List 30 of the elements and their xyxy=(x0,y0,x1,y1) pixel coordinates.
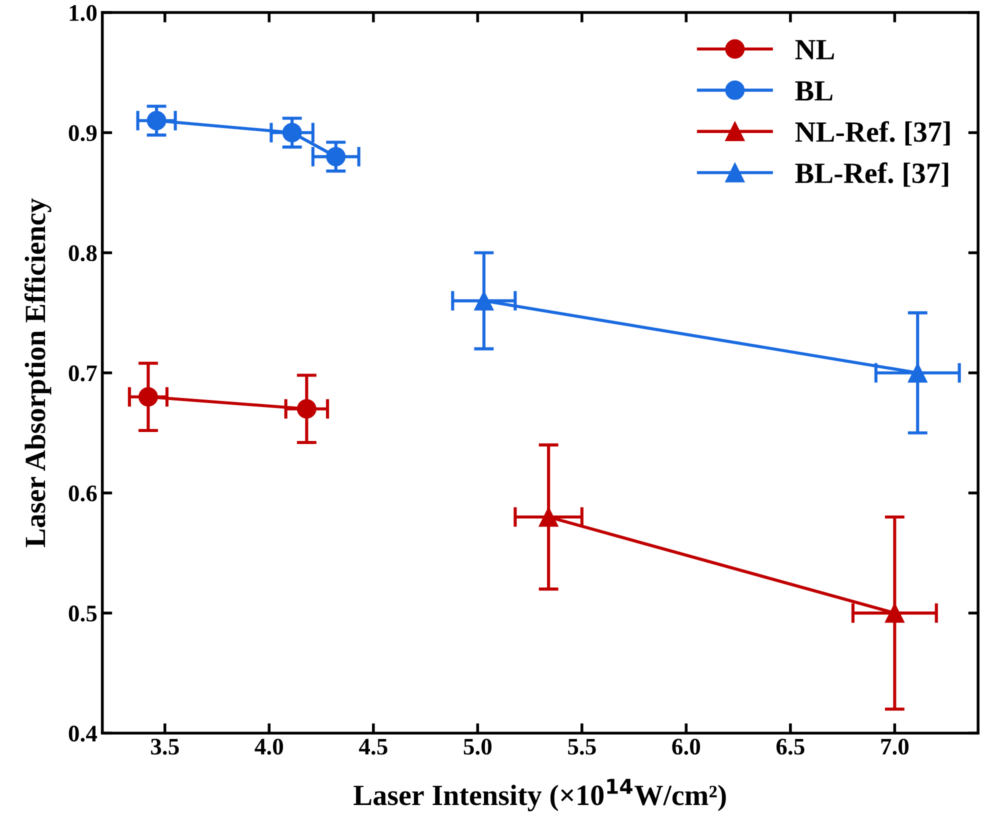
point xyxy=(908,363,928,383)
point xyxy=(538,507,558,527)
y-tick-label: 0.7 xyxy=(68,365,97,382)
y-tick-label: 0.9 xyxy=(68,125,97,142)
point xyxy=(282,122,302,142)
point xyxy=(884,603,904,623)
x-tick-label: 7.0 xyxy=(881,738,909,755)
x-tick-label: 5.5 xyxy=(568,738,596,755)
legend-label: BL-Ref. [37] xyxy=(795,162,948,187)
y-tick-label: 1.0 xyxy=(70,5,97,22)
y-tick-label: 0.4 xyxy=(68,726,98,742)
x-tick-label: 4.5 xyxy=(358,738,388,755)
point xyxy=(138,387,158,407)
legend-label: NL-Ref. [37] xyxy=(795,121,950,146)
point xyxy=(326,146,346,166)
x-tick-label: 5.0 xyxy=(464,738,492,755)
y-tick-label: 0.5 xyxy=(68,606,97,622)
x-tick-label: 3.5 xyxy=(151,738,179,755)
point xyxy=(146,110,166,130)
x-tick-label: 4.0 xyxy=(254,738,284,755)
x-tick-label: 6.5 xyxy=(776,738,804,755)
y-tick-label: 0.6 xyxy=(68,485,97,502)
legend-label: BL xyxy=(795,81,832,101)
y-axis-title: Laser Absorption Efficiency xyxy=(24,198,52,548)
x-tick-label: 6.0 xyxy=(672,738,700,755)
point xyxy=(296,399,316,419)
point xyxy=(474,291,494,311)
y-tick-label: 0.8 xyxy=(68,245,97,262)
x-axis-title: Laser Intensity (×10$^{14}$W/cm²) xyxy=(354,778,726,812)
legend-label: NL xyxy=(795,40,834,60)
